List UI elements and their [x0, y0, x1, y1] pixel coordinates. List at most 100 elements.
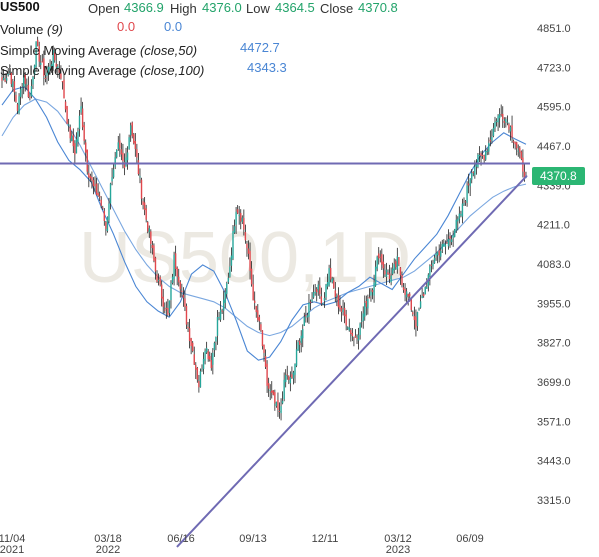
candle: [174, 245, 177, 277]
candle: [212, 348, 214, 375]
last-price-tag: 4370.8: [532, 167, 585, 185]
candle: [233, 219, 236, 234]
candle: [46, 65, 48, 85]
ascending-trendline[interactable]: [176, 174, 528, 548]
candle: [264, 349, 267, 370]
candle: [271, 381, 273, 399]
candle: [66, 105, 68, 125]
candle: [343, 302, 346, 324]
candle: [359, 322, 361, 340]
candle: [199, 368, 202, 388]
candle: [134, 133, 137, 157]
candle: [283, 372, 285, 402]
candle: [143, 197, 146, 216]
candle: [40, 55, 42, 70]
candle: [333, 277, 335, 289]
x-tick-label: 09/13: [239, 533, 267, 545]
x-tick-year: 2022: [96, 544, 120, 556]
candle: [32, 75, 34, 89]
candle: [151, 240, 154, 255]
candle: [257, 304, 259, 323]
candle: [348, 318, 350, 332]
candle: [298, 338, 301, 353]
candle: [4, 73, 6, 83]
candle: [520, 150, 523, 161]
candle: [145, 204, 147, 223]
candle: [227, 272, 230, 284]
candle: [181, 283, 183, 298]
candle: [173, 251, 175, 286]
candle: [280, 398, 282, 421]
candle: [277, 392, 279, 417]
candle: [326, 273, 329, 290]
candle: [202, 352, 205, 375]
candle: [142, 198, 144, 210]
candle: [191, 341, 194, 353]
candle: [164, 302, 166, 314]
candle: [446, 234, 448, 244]
y-tick-label: 3827.0: [537, 338, 571, 350]
candle: [449, 232, 451, 248]
candle: [339, 295, 341, 312]
candle: [18, 93, 20, 115]
candle: [80, 97, 82, 115]
candle: [247, 240, 250, 260]
candle: [196, 366, 199, 383]
candle: [401, 271, 403, 288]
candle: [455, 214, 457, 233]
candle: [317, 280, 319, 296]
candle: [471, 168, 473, 184]
candle: [24, 72, 26, 92]
candle: [243, 209, 245, 236]
candle: [360, 311, 363, 328]
candle: [382, 254, 385, 278]
candle: [345, 309, 347, 331]
candle: [498, 108, 501, 128]
candle: [311, 292, 313, 303]
candle: [236, 205, 239, 215]
candle: [351, 328, 354, 342]
candle: [354, 329, 357, 338]
candle: [430, 260, 433, 273]
y-tick-label: 3955.0: [537, 298, 571, 310]
candle: [443, 239, 445, 247]
candle: [365, 295, 368, 316]
candle: [489, 130, 492, 147]
y-tick-label: 3315.0: [537, 495, 571, 507]
candle: [453, 228, 456, 238]
candle: [7, 68, 9, 77]
candle: [427, 273, 430, 292]
candle: [295, 340, 298, 368]
candle: [402, 282, 405, 293]
candle: [221, 308, 223, 314]
candle: [497, 114, 499, 132]
candle: [450, 235, 453, 246]
candle: [260, 322, 262, 332]
candle: [385, 262, 388, 286]
candle: [133, 132, 135, 145]
candle: [305, 305, 307, 323]
candle: [502, 106, 504, 128]
candle: [171, 273, 174, 285]
candle: [139, 168, 141, 184]
candle: [81, 101, 84, 131]
candle: [294, 363, 296, 384]
candle: [232, 225, 234, 261]
candle: [119, 133, 121, 157]
candle: [399, 267, 402, 285]
candle: [160, 280, 163, 307]
candle: [478, 146, 481, 163]
candle: [47, 62, 50, 81]
candle: [38, 41, 40, 68]
candle: [515, 141, 518, 156]
candle: [165, 301, 168, 319]
candle: [381, 248, 383, 271]
candle: [340, 305, 343, 322]
candle: [147, 220, 149, 234]
candle: [49, 59, 51, 75]
candle: [162, 288, 164, 314]
candle: [60, 65, 62, 80]
candle: [303, 312, 306, 327]
candle: [258, 314, 261, 331]
